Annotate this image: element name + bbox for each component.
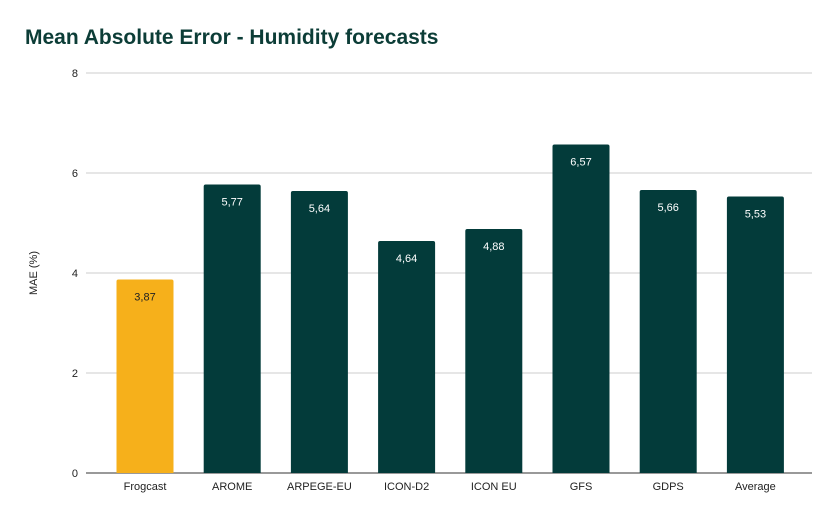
bar [465,229,523,473]
data-label: 5,66 [657,202,678,214]
x-tick-label: GFS [570,481,593,493]
x-tick-label: GDPS [653,481,684,493]
y-tick-label: 8 [72,68,78,80]
data-label: 5,53 [745,209,766,221]
x-tick-label: ICON-D2 [384,481,429,493]
data-label: 5,77 [221,197,242,209]
x-tick-label: Average [735,481,776,493]
bar [378,241,436,473]
data-label: 4,88 [483,241,504,253]
x-tick-label: ICON EU [471,481,517,493]
data-label: 4,64 [396,253,417,265]
bar [290,191,348,473]
x-tick-label: ARPEGE-EU [287,481,352,493]
bar [116,279,174,473]
x-tick-label: Frogcast [124,481,167,493]
y-axis-label: MAE (%) [28,251,40,295]
y-tick-label: 2 [72,368,78,380]
y-tick-label: 6 [72,168,78,180]
data-label: 6,57 [570,157,591,169]
bar [726,196,784,473]
data-label: 3,87 [134,292,155,304]
y-tick-label: 4 [72,268,78,280]
data-label: 5,64 [309,203,330,215]
x-tick-label: AROME [212,481,252,493]
bar [203,184,261,473]
bar [639,190,697,473]
chart-title: Mean Absolute Error - Humidity forecasts [25,26,439,49]
bar [552,144,610,473]
y-tick-label: 0 [72,468,78,480]
